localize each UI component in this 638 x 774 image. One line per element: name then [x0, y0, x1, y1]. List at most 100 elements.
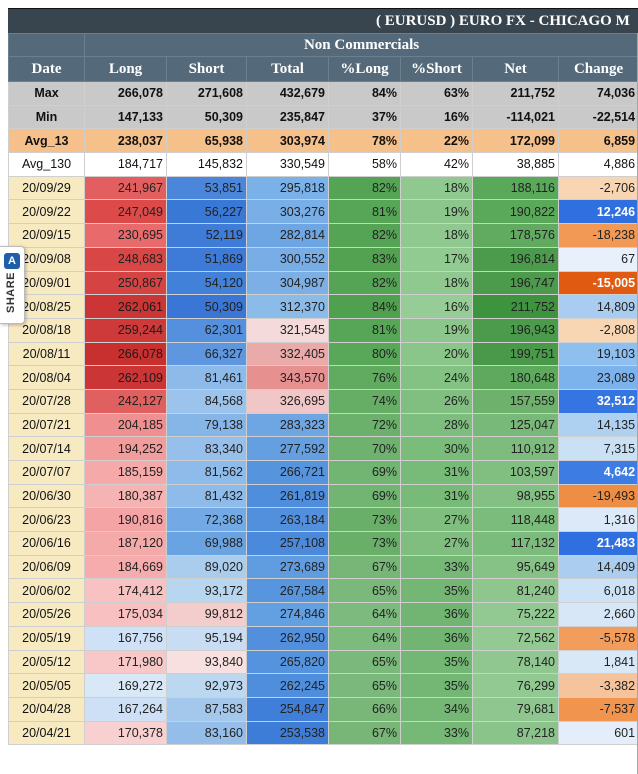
column-header-short[interactable]: Short	[166, 56, 247, 82]
data-cell: 27%	[400, 531, 473, 556]
data-cell: 81%	[328, 317, 401, 343]
table-row: 20/07/07 185,159 81,562 266,721 69% 31% 103,59…	[8, 460, 638, 485]
column-header-date[interactable]: Date	[8, 56, 85, 82]
table-row: 20/08/11 266,078 66,327 332,405 80% 20% 199,75…	[8, 341, 638, 367]
table-row: 20/05/19 167,756 95,194 262,950 64% 36% 72,562…	[8, 625, 638, 651]
data-cell: 262,950	[246, 625, 329, 651]
data-cell: -2,706	[557, 175, 638, 201]
table-row: 20/06/30 180,387 81,432 261,819 69% 31% 98,955…	[8, 483, 638, 509]
data-cell: 303,276	[246, 199, 329, 225]
data-cell: 82%	[328, 270, 401, 296]
data-cell: 66%	[328, 696, 401, 722]
data-cell: 76%	[328, 365, 401, 390]
table-row: 20/09/22 247,049 56,227 303,276 81% 19% 190,82…	[8, 199, 638, 225]
column-header-change[interactable]: Change	[557, 56, 638, 82]
data-cell: 242,127	[84, 388, 167, 414]
summary-cell: 235,847	[246, 104, 329, 130]
summary-row-max: Max 266,078 271,608 432,679 84% 63% 211,752 74,…	[8, 81, 638, 106]
data-cell: 304,987	[246, 270, 329, 296]
column-header-short[interactable]: %Short	[400, 56, 473, 82]
data-cell: 89,020	[166, 554, 247, 580]
data-cell: 14,135	[557, 412, 638, 438]
data-cell: 1,841	[557, 649, 638, 675]
data-cell: 54,120	[166, 270, 247, 296]
summary-cell: 37%	[328, 104, 401, 130]
date-cell: 20/05/05	[8, 673, 85, 698]
summary-cell: 147,133	[84, 104, 167, 130]
summary-cell: 78%	[328, 128, 401, 154]
data-cell: 81,562	[166, 460, 247, 485]
data-cell: 248,683	[84, 246, 167, 272]
data-cell: 83,340	[166, 436, 247, 461]
data-cell: 19%	[400, 317, 473, 343]
data-cell: 247,049	[84, 199, 167, 225]
summary-cell: 172,099	[472, 128, 559, 154]
data-cell: 2,660	[557, 602, 638, 627]
column-header-net[interactable]: Net	[472, 56, 559, 82]
summary-cell: 16%	[400, 104, 473, 130]
data-cell: 83,160	[166, 720, 247, 746]
summary-label: Min	[8, 104, 85, 130]
column-header-long[interactable]: Long	[84, 56, 167, 82]
data-cell: 185,159	[84, 460, 167, 485]
summary-cell: 145,832	[166, 152, 247, 177]
table-row: 20/05/26 175,034 99,812 274,846 64% 36% 75,222…	[8, 602, 638, 627]
data-cell: -7,537	[557, 696, 638, 722]
table-row: 20/07/28 242,127 84,568 326,695 74% 26% 157,55…	[8, 388, 638, 414]
data-cell: 73%	[328, 507, 401, 533]
data-cell: 266,078	[84, 341, 167, 367]
header-blank	[8, 33, 85, 57]
data-cell: 263,184	[246, 507, 329, 533]
column-header-long[interactable]: %Long	[328, 56, 401, 82]
data-cell: 95,194	[166, 625, 247, 651]
data-cell: 14,809	[557, 294, 638, 319]
data-cell: 601	[557, 720, 638, 746]
table-row: 20/06/16 187,120 69,988 257,108 73% 27% 117,13…	[8, 531, 638, 556]
data-cell: 19%	[400, 199, 473, 225]
summary-cell: 50,309	[166, 104, 247, 130]
table-row: 20/04/21 170,378 83,160 253,538 67% 33% 87,218…	[8, 720, 638, 746]
data-cell: 16%	[400, 294, 473, 319]
table-row: 20/05/12 171,980 93,840 265,820 65% 35% 78,140…	[8, 649, 638, 675]
date-cell: 20/07/14	[8, 436, 85, 461]
data-cell: 18%	[400, 223, 473, 248]
table-row: 20/06/23 190,816 72,368 263,184 73% 27% 118,44…	[8, 507, 638, 533]
data-cell: 259,244	[84, 317, 167, 343]
summary-cell: 22%	[400, 128, 473, 154]
summary-cell: 432,679	[246, 81, 329, 106]
data-cell: 21,483	[557, 531, 638, 556]
share-button[interactable]: A SHARE	[0, 246, 25, 324]
data-cell: 230,695	[84, 223, 167, 248]
data-cell: 12,246	[557, 199, 638, 225]
data-cell: 95,649	[472, 554, 559, 580]
data-cell: 80%	[328, 341, 401, 367]
column-header-total[interactable]: Total	[246, 56, 329, 82]
summary-row-min: Min 147,133 50,309 235,847 37% 16% -114,021 -22…	[8, 104, 638, 130]
table-row: 20/09/01 250,867 54,120 304,987 82% 18% 196,74…	[8, 270, 638, 296]
data-cell: 295,818	[246, 175, 329, 201]
summary-cell: 74,036	[557, 81, 638, 106]
data-cell: 274,846	[246, 602, 329, 627]
data-cell: 69,988	[166, 531, 247, 556]
data-cell: 84%	[328, 294, 401, 319]
data-cell: 65%	[328, 673, 401, 698]
data-cell: -19,493	[557, 483, 638, 509]
date-cell: 20/05/26	[8, 602, 85, 627]
date-cell: 20/05/19	[8, 625, 85, 651]
summary-cell: 65,938	[166, 128, 247, 154]
summary-cell: 42%	[400, 152, 473, 177]
table-row: 20/07/21 204,185 79,138 283,323 72% 28% 125,04…	[8, 412, 638, 438]
data-cell: 169,272	[84, 673, 167, 698]
date-cell: 20/07/28	[8, 388, 85, 414]
data-cell: 196,943	[472, 317, 559, 343]
summary-label: Avg_13	[8, 128, 85, 154]
summary-cell: 211,752	[472, 81, 559, 106]
data-cell: 282,814	[246, 223, 329, 248]
table-row: 20/09/29 241,967 53,851 295,818 82% 18% 188,11…	[8, 175, 638, 201]
data-cell: 167,264	[84, 696, 167, 722]
data-cell: 194,252	[84, 436, 167, 461]
data-cell: 250,867	[84, 270, 167, 296]
data-cell: 19,103	[557, 341, 638, 367]
data-cell: 262,245	[246, 673, 329, 698]
summary-cell: 303,974	[246, 128, 329, 154]
